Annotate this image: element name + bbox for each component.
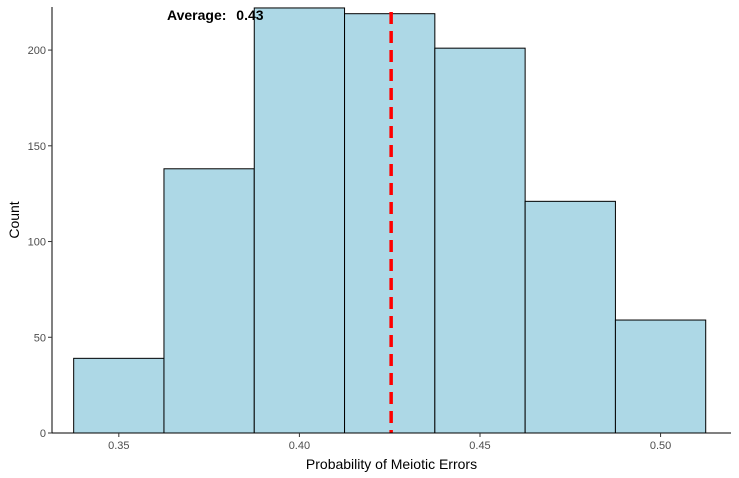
histogram-bar-1 (73, 357, 165, 434)
y-tick-label: 0 (40, 428, 46, 440)
histogram-bar-2 (163, 168, 255, 434)
y-tick-label: 200 (28, 45, 46, 57)
y-axis-ticks: 0 50 100 150 200 (28, 45, 52, 440)
x-axis-ticks: 0.35 0.40 0.45 0.50 (108, 433, 671, 452)
average-annotation-value: 0.43 (236, 7, 263, 23)
x-tick-label: 0.45 (469, 440, 490, 452)
histogram-bars (73, 7, 707, 434)
histogram-bar-3 (253, 7, 346, 434)
average-annotation: Average: 0.43 (167, 7, 264, 23)
x-axis-title: Probability of Meiotic Errors (306, 456, 477, 472)
x-tick-label: 0.35 (108, 440, 129, 452)
y-tick-label: 50 (34, 332, 46, 344)
histogram-bar-7 (614, 319, 707, 434)
histogram-bar-5 (434, 47, 526, 434)
x-tick-label: 0.40 (289, 440, 310, 452)
y-tick-label: 100 (28, 237, 46, 249)
histogram-bar-6 (524, 200, 616, 434)
average-annotation-label: Average: (167, 7, 226, 23)
y-tick-label: 150 (28, 141, 46, 153)
y-axis-title: Count (6, 201, 22, 238)
x-tick-label: 0.50 (650, 440, 671, 452)
